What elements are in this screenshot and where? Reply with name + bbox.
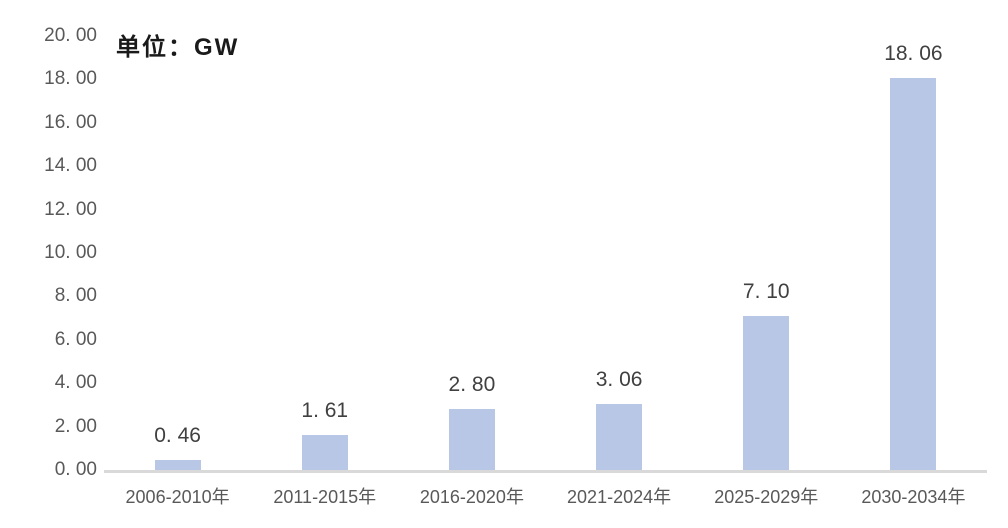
value-label: 18. 06 [884, 42, 943, 66]
value-label: 0. 46 [154, 424, 201, 448]
value-label: 3. 06 [595, 367, 643, 391]
y-tick-label: 8. 00 [54, 285, 97, 307]
bar [743, 315, 790, 470]
y-tick-label: 14. 00 [44, 155, 97, 177]
y-tick-label: 10. 00 [44, 242, 97, 263]
y-tick-label: 20. 00 [44, 25, 97, 46]
x-axis-label: 2021-2024年 [567, 487, 672, 507]
bar [301, 435, 348, 470]
x-axis-label: 2016-2020年 [419, 487, 524, 507]
y-tick-label: 4. 00 [54, 372, 97, 394]
bar [890, 78, 937, 470]
y-tick-label: 12. 00 [44, 198, 97, 220]
y-tick-label: 16. 00 [44, 111, 97, 133]
bar [154, 460, 201, 470]
y-tick-label: 2. 00 [54, 415, 97, 437]
value-label: 1. 61 [301, 399, 349, 423]
y-tick-label: 0. 00 [54, 459, 97, 480]
bar [596, 403, 643, 470]
value-label: 2. 80 [448, 373, 496, 397]
x-axis-line [104, 470, 987, 473]
x-axis-label: 2011-2015年 [273, 487, 377, 507]
value-label: 7. 10 [742, 279, 790, 303]
y-tick-label: 18. 00 [44, 68, 97, 90]
x-axis-label: 2006-2010年 [125, 487, 230, 507]
x-axis-label: 2030-2034年 [861, 487, 966, 507]
bar [448, 409, 495, 470]
x-axis-label: 2025-2029年 [714, 487, 819, 507]
y-tick-label: 6. 00 [54, 328, 97, 350]
unit-annotation: 单位：GW [116, 34, 240, 61]
